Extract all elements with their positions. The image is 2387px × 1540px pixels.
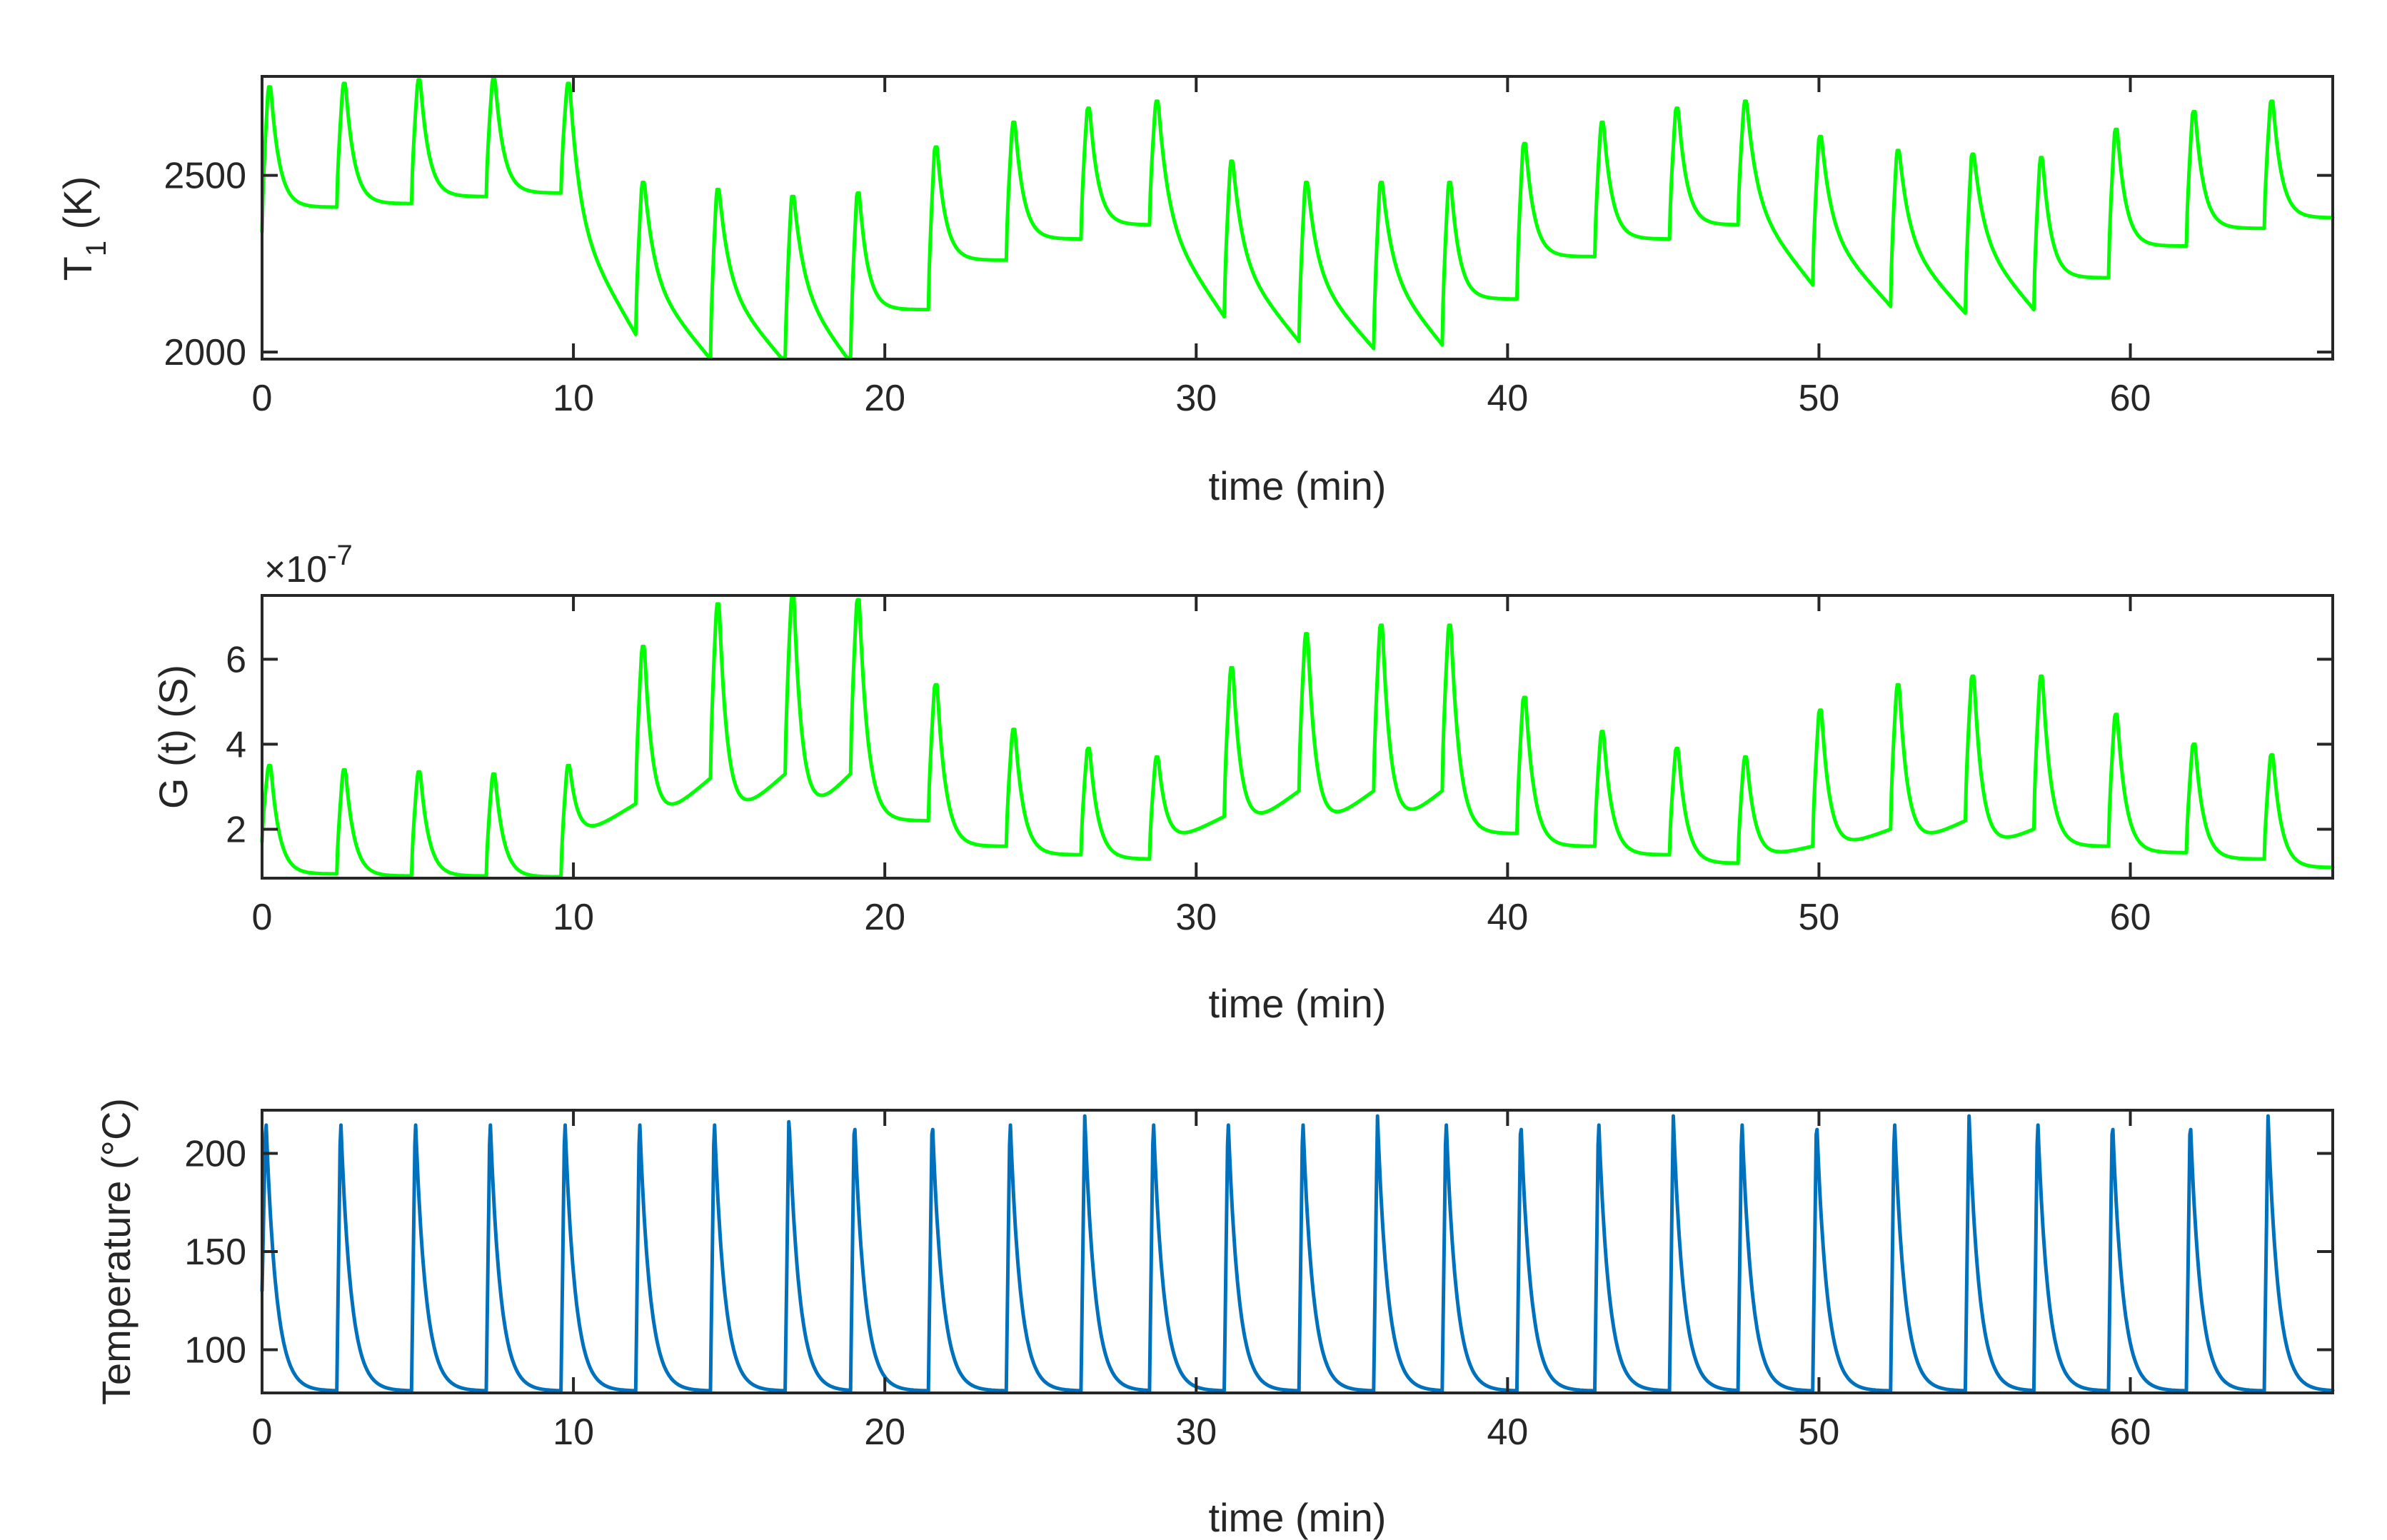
temperature-xtick-label: 20 — [864, 1411, 905, 1453]
t1-y-label-tail: (K) — [55, 176, 100, 241]
temperature-ytick-label: 200 — [184, 1134, 246, 1175]
t1-xtick-label: 20 — [864, 378, 905, 419]
temperature-xtick-label: 30 — [1175, 1411, 1217, 1453]
temperature-xtick-label: 50 — [1799, 1411, 1840, 1453]
temperature-y-axis-label: Temperature (°C) — [94, 1098, 139, 1405]
temperature-x-tick-labels: 0 10 20 30 40 50 60 — [252, 1411, 2151, 1453]
t1-xtick-label: 10 — [553, 378, 594, 419]
t1-y-axis-label: T1 (K) — [55, 176, 112, 281]
temperature-xtick-label: 60 — [2110, 1411, 2151, 1453]
t1-ytick-label: 2000 — [164, 332, 246, 373]
t1-y-label-main: T — [55, 256, 100, 281]
temperature-y-tick-labels: 100 150 200 — [184, 1134, 246, 1372]
t1-xtick-label: 40 — [1487, 378, 1528, 419]
gt-series-line — [260, 595, 2335, 879]
gt-y-axis-label: G (t) (S) — [151, 665, 196, 809]
t1-xtick-label: 0 — [252, 378, 273, 419]
temperature-xtick-label: 0 — [252, 1411, 273, 1453]
gt-xtick-label: 0 — [252, 897, 273, 938]
temperature-series-line — [260, 1114, 2335, 1393]
t1-ticks — [261, 76, 2333, 359]
t1-xtick-label: 60 — [2110, 378, 2151, 419]
t1-x-axis-label: time (min) — [1209, 463, 1387, 508]
gt-ytick-label: 4 — [226, 724, 246, 765]
panel-temperature: 0 10 20 30 40 50 60 100 150 200 time (mi… — [94, 1098, 2335, 1540]
temperature-ticks — [261, 1110, 2333, 1393]
temperature-ytick-label: 150 — [184, 1232, 246, 1273]
gt-xtick-label: 10 — [553, 897, 594, 938]
t1-series-line — [260, 76, 2335, 360]
temperature-xtick-label: 10 — [553, 1411, 594, 1453]
gt-exponent-prefix: ×10 — [264, 549, 327, 590]
gt-y-tick-labels: 2 4 6 — [226, 639, 246, 850]
gt-x-axis-label: time (min) — [1209, 981, 1387, 1026]
gt-xtick-label: 30 — [1175, 897, 1217, 938]
gt-ytick-label: 6 — [226, 639, 246, 680]
t1-y-tick-labels: 2000 2500 — [164, 156, 246, 373]
temperature-xtick-label: 40 — [1487, 1411, 1528, 1453]
t1-y-label-sub: 1 — [81, 241, 112, 256]
t1-x-tick-labels: 0 10 20 30 40 50 60 — [252, 378, 2151, 419]
gt-ytick-label: 2 — [226, 810, 246, 851]
temperature-x-axis-label: time (min) — [1209, 1495, 1387, 1540]
gt-xtick-label: 60 — [2110, 897, 2151, 938]
gt-exponent-label: ×10-7 — [264, 540, 353, 590]
t1-xtick-label: 30 — [1175, 378, 1217, 419]
gt-exponent-power: -7 — [327, 540, 353, 571]
gt-xtick-label: 50 — [1799, 897, 1840, 938]
gt-axes-box — [261, 594, 2334, 880]
t1-xtick-label: 50 — [1799, 378, 1840, 419]
panel-t1: 0 10 20 30 40 50 60 2000 2500 time (min)… — [55, 75, 2335, 508]
gt-x-tick-labels: 0 10 20 30 40 50 60 — [252, 897, 2151, 938]
gt-xtick-label: 20 — [864, 897, 905, 938]
temperature-ytick-label: 100 — [184, 1330, 246, 1372]
gt-ticks — [261, 595, 2333, 878]
panel-gt: 0 10 20 30 40 50 60 2 4 6 ×10-7 time (mi… — [151, 540, 2335, 1026]
t1-ytick-label: 2500 — [164, 156, 246, 197]
gt-xtick-label: 40 — [1487, 897, 1528, 938]
t1-axes-box — [261, 75, 2334, 361]
